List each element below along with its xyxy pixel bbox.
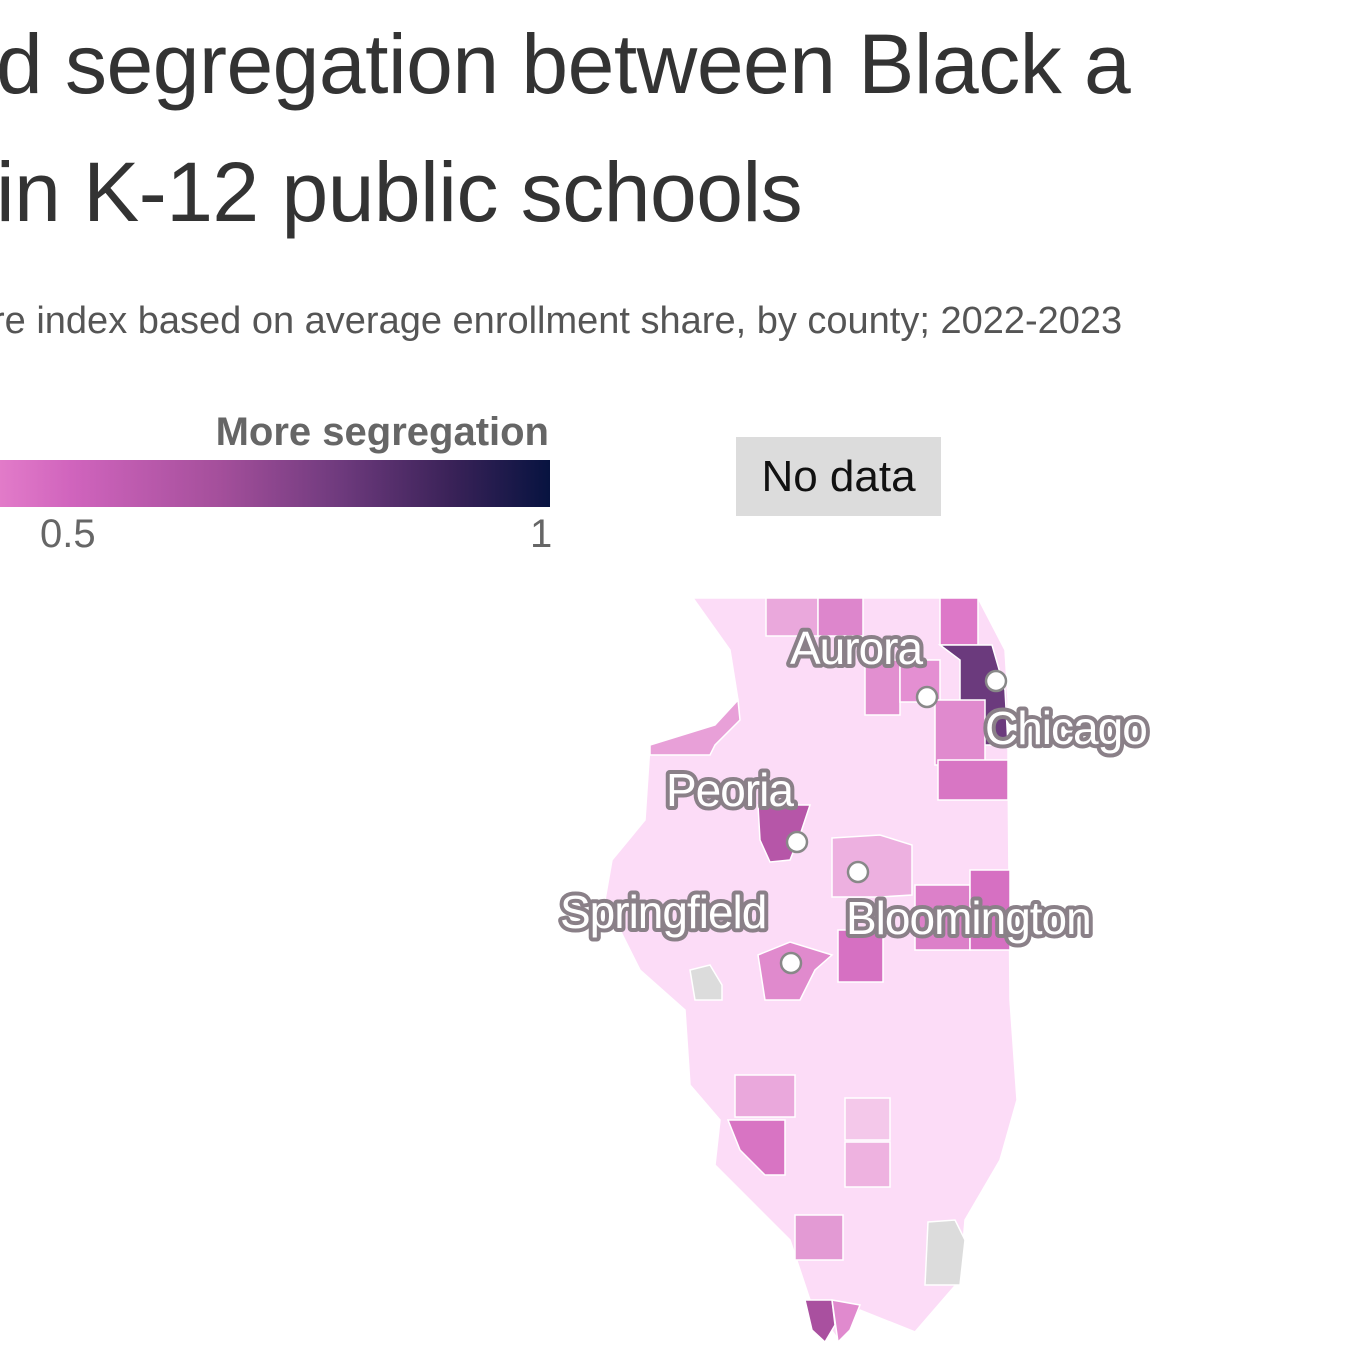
legend-label: More segregation [215,410,549,454]
county [726,1119,786,1176]
city-label-bloomington: Bloomington [846,892,1091,944]
county [837,929,884,983]
city-markers [779,669,1008,975]
county [937,759,1009,801]
city-label-peoria: Peoria [666,764,794,816]
county [844,1097,891,1141]
subtitle: re index based on average enrollment sha… [0,300,1123,342]
legend-color-scale [0,460,550,507]
no-data-legend: No data [736,437,941,516]
city-label-aurora: Aurora [790,622,923,674]
county [734,1074,796,1118]
city-marker-bloomington[interactable] [846,860,870,884]
county [817,597,864,637]
county [794,1214,844,1261]
city-marker-peoria[interactable] [785,830,809,854]
county-no-data [689,964,723,1001]
county [939,597,979,646]
county [831,1299,862,1344]
city-label-springfield: Springfield [560,886,766,938]
title-line-2: in K-12 public schools [0,145,803,239]
county [831,834,913,898]
county [649,698,741,756]
city-marker-chicago[interactable] [984,669,1008,693]
legend-tick-0.5: 0.5 [40,512,96,556]
city-marker-aurora[interactable] [915,685,939,709]
city-label-chicago: Chicago [985,702,1147,754]
county-no-data [924,1219,966,1286]
county [969,869,1011,951]
county [765,597,819,637]
legend-tick-1: 1 [530,512,553,556]
title-line-1: d segregation between Black a [0,17,1131,111]
county-peoria [757,804,812,863]
county [914,884,971,951]
city-marker-springfield[interactable] [779,951,803,975]
county [844,1141,891,1188]
county [804,1299,836,1344]
county [934,699,986,766]
